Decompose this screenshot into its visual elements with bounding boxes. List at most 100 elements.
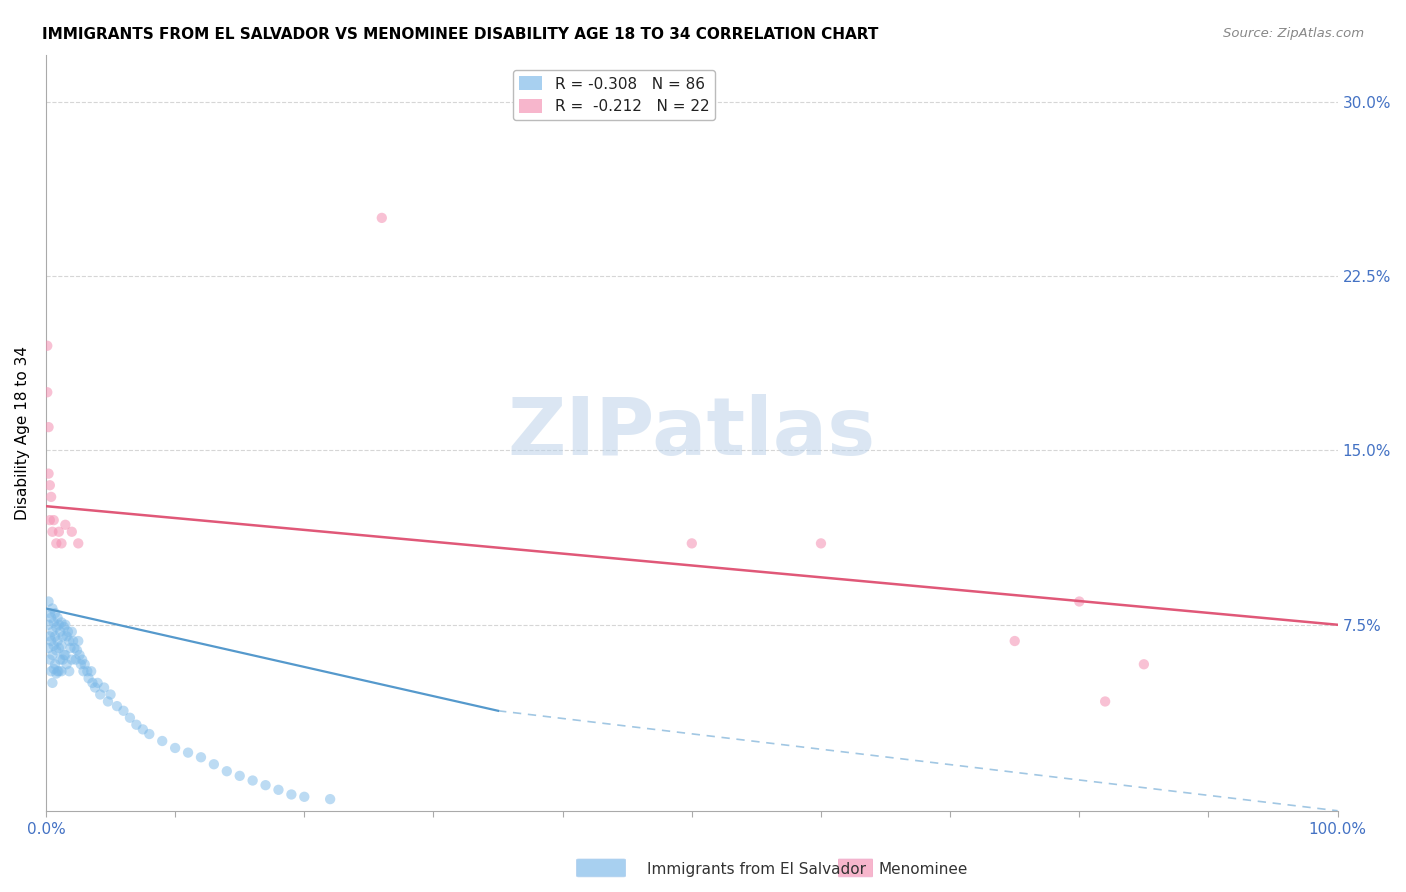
Point bbox=[93, 681, 115, 695]
Point bbox=[215, 764, 238, 779]
Point bbox=[48, 640, 70, 655]
Point bbox=[70, 652, 93, 666]
Point bbox=[42, 662, 65, 676]
Text: Immigrants from El Salvador: Immigrants from El Salvador bbox=[647, 863, 866, 877]
Point bbox=[46, 611, 69, 625]
Point bbox=[51, 536, 73, 550]
Legend: R = -0.308   N = 86, R =  -0.212   N = 22: R = -0.308 N = 86, R = -0.212 N = 22 bbox=[513, 70, 716, 120]
Point bbox=[60, 524, 83, 539]
Y-axis label: Disability Age 18 to 34: Disability Age 18 to 34 bbox=[15, 346, 30, 520]
Point bbox=[53, 620, 76, 634]
Point bbox=[44, 606, 66, 620]
Point bbox=[681, 536, 703, 550]
Point bbox=[292, 789, 315, 804]
Point bbox=[371, 211, 394, 225]
Point bbox=[45, 643, 67, 657]
Point bbox=[41, 601, 63, 615]
Point bbox=[58, 665, 80, 679]
Text: ZIPatlas: ZIPatlas bbox=[508, 394, 876, 472]
Point bbox=[45, 536, 67, 550]
Point bbox=[53, 517, 76, 532]
Point bbox=[89, 688, 111, 702]
Point bbox=[38, 467, 60, 481]
Point bbox=[38, 478, 60, 492]
Point bbox=[39, 665, 62, 679]
Point bbox=[51, 665, 73, 679]
Point bbox=[41, 676, 63, 690]
Point bbox=[150, 734, 173, 748]
Point bbox=[100, 688, 122, 702]
Point bbox=[45, 666, 67, 681]
Point bbox=[52, 629, 75, 643]
Point bbox=[46, 665, 69, 679]
Point bbox=[86, 676, 108, 690]
Point bbox=[267, 782, 290, 797]
Point bbox=[48, 665, 70, 679]
Point bbox=[44, 657, 66, 672]
Point bbox=[132, 723, 155, 737]
Point bbox=[63, 640, 86, 655]
FancyBboxPatch shape bbox=[576, 859, 626, 877]
Point bbox=[1133, 657, 1156, 672]
Point bbox=[41, 624, 63, 639]
Point bbox=[53, 617, 76, 632]
Point bbox=[177, 746, 200, 760]
Point bbox=[38, 617, 60, 632]
Point bbox=[254, 778, 277, 792]
Point bbox=[69, 648, 91, 662]
Point bbox=[55, 657, 77, 672]
Point bbox=[48, 617, 70, 632]
Point bbox=[67, 536, 90, 550]
Point bbox=[42, 513, 65, 527]
Point bbox=[55, 629, 77, 643]
Point bbox=[82, 676, 104, 690]
Point bbox=[228, 769, 250, 783]
Point bbox=[48, 524, 70, 539]
Point bbox=[72, 665, 94, 679]
Point bbox=[97, 694, 120, 708]
Point bbox=[37, 385, 59, 400]
Point bbox=[105, 699, 128, 714]
Point bbox=[67, 634, 90, 648]
Point bbox=[80, 665, 103, 679]
Point bbox=[73, 657, 96, 672]
Point bbox=[38, 594, 60, 608]
Point bbox=[46, 634, 69, 648]
Point bbox=[45, 620, 67, 634]
Point bbox=[280, 788, 302, 802]
Point bbox=[53, 648, 76, 662]
Text: Menominee: Menominee bbox=[879, 863, 969, 877]
Point bbox=[38, 606, 60, 620]
Point bbox=[38, 629, 60, 643]
Point bbox=[37, 339, 59, 353]
Point bbox=[118, 711, 141, 725]
Point bbox=[38, 652, 60, 666]
Point bbox=[49, 652, 72, 666]
Point bbox=[202, 757, 225, 772]
Point bbox=[42, 615, 65, 630]
Point bbox=[1094, 694, 1116, 708]
Point bbox=[66, 643, 89, 657]
Point bbox=[56, 624, 79, 639]
Text: IMMIGRANTS FROM EL SALVADOR VS MENOMINEE DISABILITY AGE 18 TO 34 CORRELATION CHA: IMMIGRANTS FROM EL SALVADOR VS MENOMINEE… bbox=[42, 27, 879, 42]
Point bbox=[112, 704, 135, 718]
Point bbox=[49, 624, 72, 639]
Point bbox=[41, 524, 63, 539]
Point bbox=[60, 624, 83, 639]
Point bbox=[38, 420, 60, 434]
Point bbox=[44, 629, 66, 643]
Point bbox=[242, 773, 264, 788]
Point bbox=[39, 490, 62, 504]
Point bbox=[1069, 594, 1091, 608]
Point bbox=[84, 681, 107, 695]
Point bbox=[39, 611, 62, 625]
Point bbox=[70, 657, 93, 672]
Point bbox=[42, 639, 65, 653]
Point bbox=[62, 634, 84, 648]
Point bbox=[1004, 634, 1026, 648]
Point bbox=[76, 665, 98, 679]
Text: Source: ZipAtlas.com: Source: ZipAtlas.com bbox=[1223, 27, 1364, 40]
Point bbox=[138, 727, 160, 741]
Point bbox=[77, 671, 100, 685]
Point bbox=[38, 513, 60, 527]
